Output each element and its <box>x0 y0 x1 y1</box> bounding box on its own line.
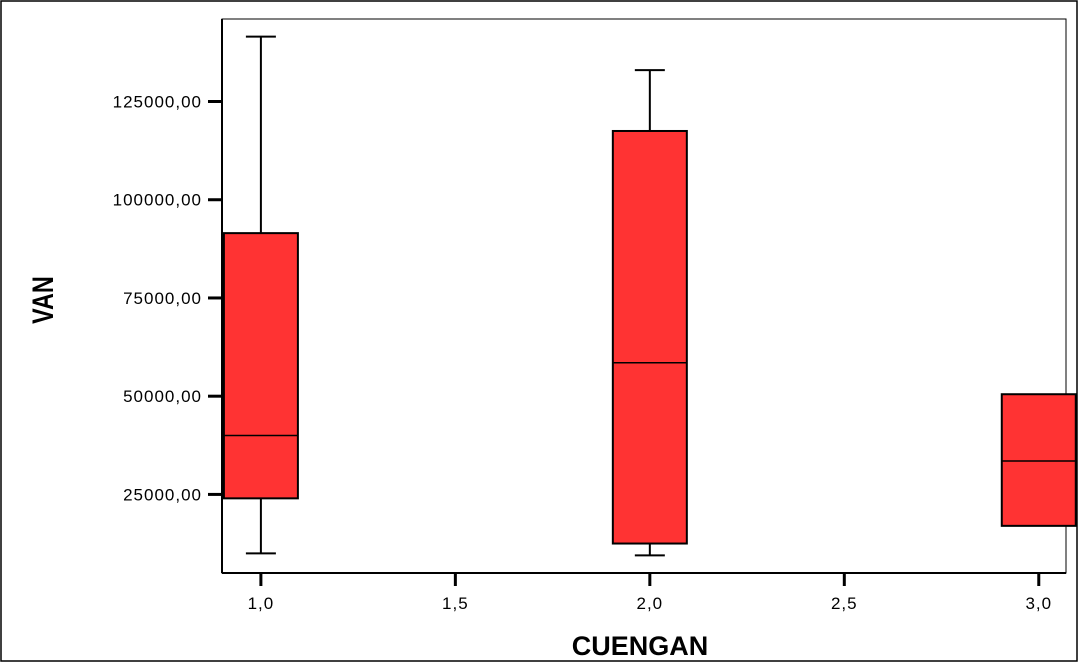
box-iqr <box>611 129 688 545</box>
y-tick-label: 50000,00 <box>123 387 202 406</box>
box-group-2 <box>611 69 688 557</box>
x-tick-label: 1,0 <box>248 594 275 613</box>
box-group-1 <box>222 35 299 555</box>
x-axis: 1,0 1,5 2,0 2,5 3,0 <box>248 573 1052 613</box>
box-iqr <box>1000 393 1077 527</box>
y-axis-label: VAN <box>26 276 59 324</box>
y-tick-label: 125000,00 <box>113 93 202 112</box>
y-axis: 25000,00 50000,00 75000,00 100000,00 125000,… <box>113 93 222 504</box>
boxes-layer <box>222 35 1077 557</box>
box-iqr <box>222 232 299 500</box>
x-tick-label: 3,0 <box>1025 594 1052 613</box>
x-tick-label: 2,0 <box>637 594 664 613</box>
y-tick-label: 100000,00 <box>113 191 202 210</box>
x-axis-label: CUENGAN <box>572 631 709 661</box>
x-tick-label: 1,5 <box>442 594 469 613</box>
x-tick-label: 2,5 <box>831 594 858 613</box>
y-tick-label: 75000,00 <box>123 289 202 308</box>
y-tick-label: 25000,00 <box>123 485 202 504</box>
box-group-3 <box>1000 393 1077 527</box>
